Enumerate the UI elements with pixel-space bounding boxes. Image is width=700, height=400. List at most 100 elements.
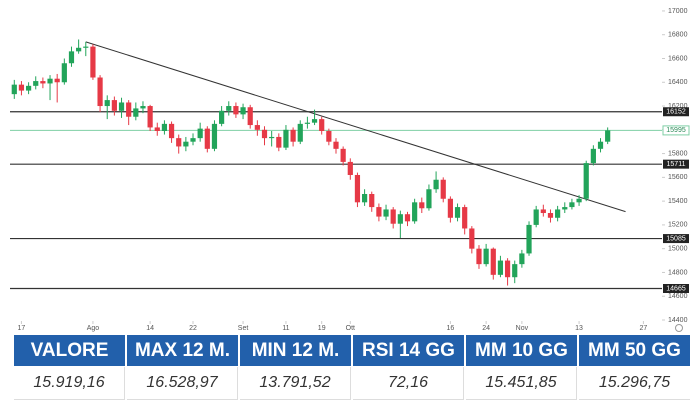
candle-body	[340, 148, 346, 162]
candle-body	[440, 179, 446, 199]
candle-body	[25, 85, 32, 91]
candle-body	[269, 136, 275, 139]
candle-body	[254, 125, 260, 130]
candle-body	[190, 138, 196, 142]
level-label: 15085	[666, 235, 686, 242]
chart: 14400 14600 14800 15000 15200 15400 15600 15800…	[10, 8, 690, 332]
x-tick-label: 14	[146, 325, 154, 332]
candle-body	[483, 248, 489, 265]
candle-body	[240, 107, 246, 115]
candle-body	[18, 84, 25, 91]
candle-body	[369, 194, 375, 208]
candle-body	[347, 161, 353, 175]
y-tick-label: 14400	[668, 317, 688, 324]
candle-body	[376, 207, 382, 217]
candle-body	[219, 110, 225, 124]
table-header-cell: MAX 12 M.	[127, 335, 238, 366]
candle-body	[454, 207, 461, 218]
candle-body	[61, 63, 67, 83]
candle-body	[383, 209, 389, 217]
y-tick-label: 15400	[668, 198, 688, 205]
candle-body	[583, 163, 589, 199]
x-tick-label: 19	[318, 325, 326, 332]
candle-body	[211, 123, 218, 149]
candle-body	[354, 174, 361, 203]
candle-body	[68, 51, 75, 64]
table-cell: 15.296,75	[579, 367, 690, 400]
candle-body	[540, 209, 546, 214]
level-label-box	[663, 284, 689, 293]
y-tick-label: 15200	[668, 222, 688, 229]
candle-body	[597, 141, 604, 149]
candle-body	[54, 78, 60, 83]
candle-body	[154, 127, 160, 131]
candle-body	[83, 46, 89, 48]
candle-body	[197, 128, 203, 139]
candle-body	[555, 209, 561, 218]
candle-body	[469, 228, 475, 249]
candle-body	[168, 123, 175, 139]
x-tick-label: 13	[575, 325, 583, 332]
candle-body	[111, 100, 117, 111]
x-tick-label: 22	[189, 325, 197, 332]
table-cell: 15.451,85	[466, 367, 577, 400]
candle-body	[47, 78, 53, 84]
candle-body	[311, 119, 318, 123]
candle-body	[147, 106, 153, 128]
table-cell: 15.919,16	[14, 367, 125, 400]
candle-body	[233, 106, 239, 115]
x-tick-label: Set	[238, 325, 249, 332]
candle-body	[326, 131, 332, 142]
y-tick-label: 14800	[668, 269, 688, 276]
candle-body	[90, 46, 96, 78]
trendline	[85, 41, 626, 213]
y-tick-label: 16400	[668, 79, 688, 86]
indicator-table: VALORE MAX 12 M. MIN 12 M. RSI 14 GG MM 10 G…	[14, 335, 690, 400]
last-price-box	[662, 125, 690, 136]
candle-body	[11, 84, 17, 95]
table-header-cell: MIN 12 M.	[240, 335, 351, 366]
last-price-label: 15995	[666, 127, 686, 134]
candle-body	[304, 122, 311, 124]
table-cell: 16.528,97	[127, 367, 238, 400]
candle-body	[447, 198, 453, 218]
candle-body	[547, 213, 554, 218]
x-tick-label: 16	[446, 325, 454, 332]
x-tick-label: 27	[640, 325, 648, 332]
y-tick-label: 16600	[668, 55, 688, 62]
y-tick-label: 15600	[668, 174, 688, 181]
candle-body	[133, 108, 139, 117]
y-tick-label: 15800	[668, 150, 688, 157]
candle-body	[126, 102, 132, 117]
level-label-box	[663, 234, 689, 244]
settings-icon[interactable]	[675, 324, 683, 332]
candle-body	[247, 107, 253, 126]
y-tick-label: 17000	[668, 8, 688, 15]
table-header-cell: VALORE	[14, 335, 125, 366]
table-cell: 72,16	[353, 367, 464, 400]
candle-body	[176, 138, 182, 147]
candle-body	[569, 202, 575, 208]
candle-body	[576, 198, 582, 203]
candle-body	[476, 248, 482, 265]
level-label: 14665	[666, 285, 686, 292]
candle-body	[504, 260, 511, 278]
table-cell: 13.791,52	[240, 367, 351, 400]
table-header-cell: RSI 14 GG	[353, 335, 464, 366]
candle-body	[204, 128, 210, 149]
candle-body	[426, 189, 432, 209]
candle-body	[104, 100, 110, 107]
candle-body	[562, 207, 568, 210]
x-tick-label: 11	[282, 325, 289, 332]
candle-body	[118, 102, 125, 111]
candle-body	[226, 106, 232, 111]
candle-body	[533, 209, 539, 225]
candle-body	[97, 77, 103, 107]
candle-body	[512, 264, 518, 278]
candle-body	[297, 123, 303, 142]
candle-body	[590, 148, 596, 164]
candle-body	[462, 207, 468, 229]
candle-body	[497, 260, 504, 275]
candle-body	[519, 253, 525, 265]
